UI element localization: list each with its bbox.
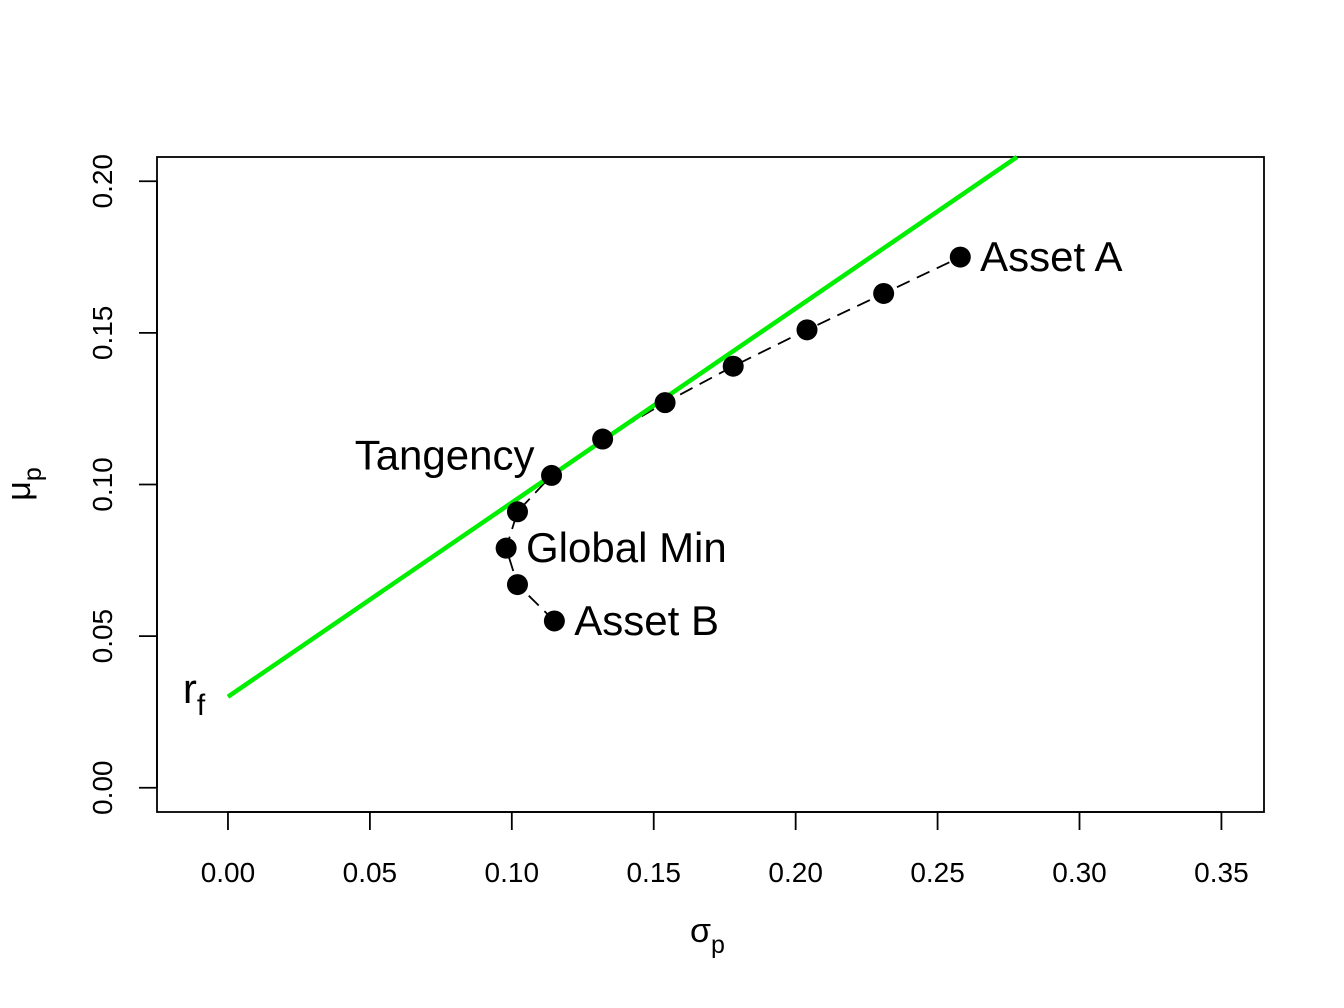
y-tick-label: 0.20 [87,154,118,209]
x-tick-label: 0.25 [910,857,965,888]
frontier-point [796,319,818,341]
point-label: Asset B [574,597,719,644]
frontier-point [722,355,744,377]
frontier-point [949,246,971,268]
frontier-point [506,501,528,523]
y-tick-label: 0.00 [87,760,118,815]
series-layer [226,155,1019,699]
point-label: Asset A [980,233,1122,280]
x-tick-label: 0.05 [343,857,398,888]
annotation-layer: Asset A Asset B Global Min Tangency rf [183,233,1123,722]
risk-free-label: rf [183,665,206,722]
frontier-point [543,610,565,632]
x-axis: 0.00 0.05 0.10 0.15 0.20 0.25 0.30 0.35 [201,811,1249,888]
x-tick-label: 0.35 [1194,857,1249,888]
point-label: Tangency [355,432,535,479]
x-tick-label: 0.30 [1052,857,1107,888]
frontier-point [654,392,676,414]
y-tick-label: 0.10 [87,457,118,512]
x-tick-label: 0.20 [768,857,823,888]
x-tick-label: 0.00 [201,857,256,888]
frontier-point [506,574,528,596]
frontier-line [505,256,961,622]
y-axis: 0.00 0.05 0.10 0.15 0.20 [87,154,158,815]
frontier-point [495,537,517,559]
y-axis-label: μp [0,467,47,501]
y-tick-label: 0.05 [87,609,118,664]
frontier-point [541,464,563,486]
x-tick-label: 0.10 [485,857,540,888]
frontier-point [592,428,614,450]
x-axis-label: σp [690,912,725,959]
x-tick-label: 0.15 [626,857,681,888]
frontier-point [873,282,895,304]
tangency-line [226,155,1019,699]
point-label: Global Min [526,524,727,571]
y-tick-label: 0.15 [87,306,118,361]
